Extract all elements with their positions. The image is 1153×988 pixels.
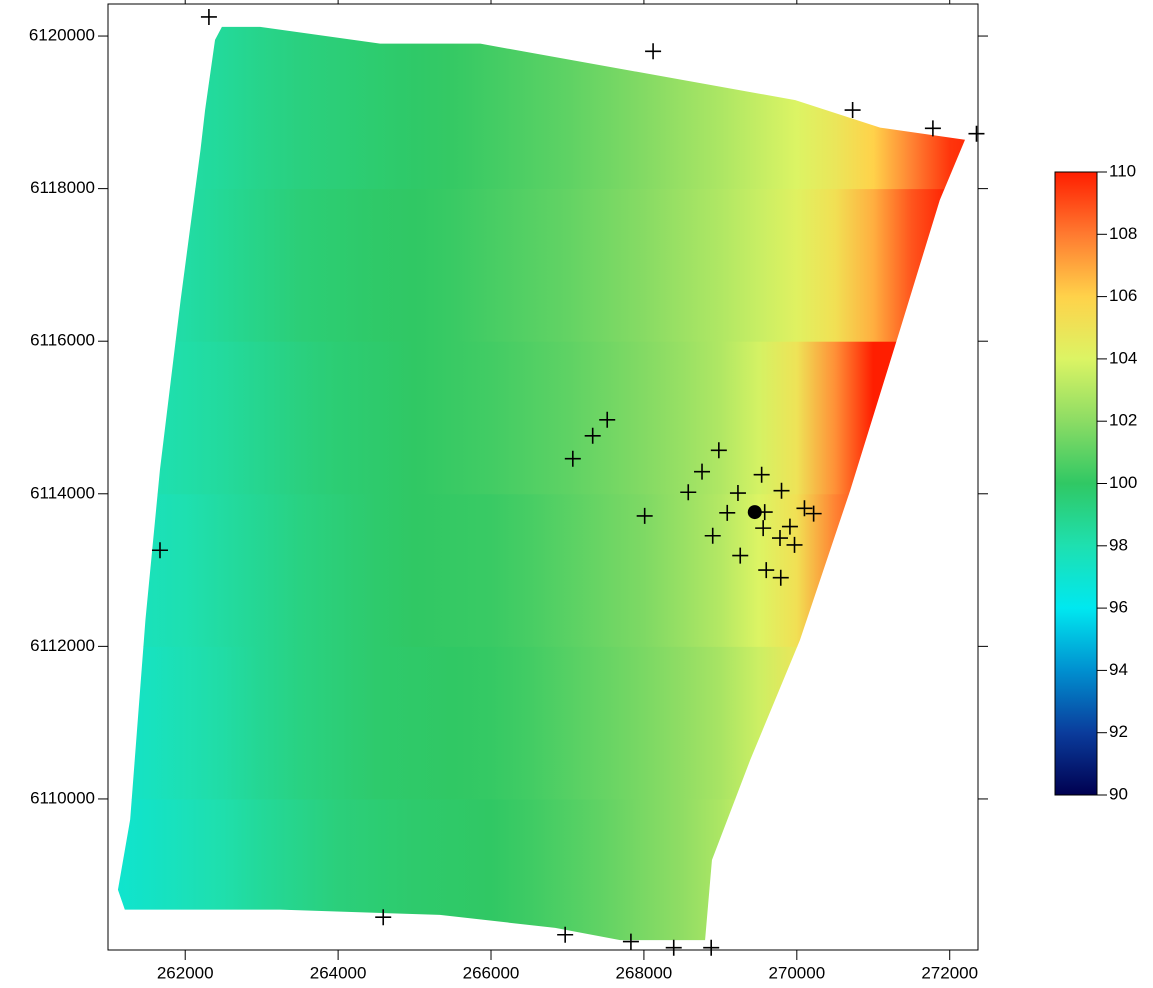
x-tick-label: 264000 bbox=[310, 963, 367, 982]
colorbar-tick-label: 108 bbox=[1109, 224, 1137, 243]
y-tick-label: 6110000 bbox=[30, 788, 95, 807]
y-tick-label: 6112000 bbox=[30, 636, 95, 655]
cross-marker bbox=[781, 518, 798, 535]
cross-marker bbox=[729, 485, 746, 502]
colorbar-tick-label: 102 bbox=[1109, 411, 1137, 430]
cross-marker bbox=[771, 530, 788, 547]
colorbar-tick-label: 90 bbox=[1109, 784, 1128, 803]
cross-marker bbox=[753, 466, 770, 483]
field-row bbox=[117, 646, 966, 800]
field bbox=[117, 26, 966, 941]
cross-marker bbox=[710, 442, 727, 459]
cross-marker bbox=[732, 547, 749, 564]
colorbar-tick-label: 104 bbox=[1109, 348, 1137, 367]
cross-marker bbox=[758, 562, 775, 579]
x-tick-label: 262000 bbox=[157, 963, 214, 982]
cross-marker bbox=[773, 482, 790, 499]
field-row bbox=[117, 26, 966, 190]
cross-marker bbox=[703, 939, 720, 956]
colorbar bbox=[1054, 171, 1098, 796]
field-row bbox=[117, 798, 966, 941]
field-row bbox=[117, 341, 966, 495]
cross-marker bbox=[796, 500, 813, 517]
cross-marker bbox=[665, 939, 682, 956]
colorbar-tick-label: 92 bbox=[1109, 722, 1128, 741]
cross-marker bbox=[636, 507, 653, 524]
x-tick-label: 272000 bbox=[921, 963, 978, 982]
field-row bbox=[117, 493, 966, 647]
cross-marker bbox=[772, 569, 789, 586]
cross-marker bbox=[622, 933, 639, 950]
cross-marker bbox=[645, 43, 662, 60]
cross-marker bbox=[844, 102, 861, 119]
cross-marker bbox=[557, 926, 574, 943]
y-tick-label: 6120000 bbox=[29, 26, 95, 45]
y-tick-label: 6116000 bbox=[30, 331, 95, 350]
cross-marker bbox=[719, 504, 736, 521]
field-row bbox=[117, 188, 966, 342]
cross-marker bbox=[805, 505, 822, 522]
cross-marker bbox=[200, 8, 217, 25]
colorbar-tick-label: 94 bbox=[1109, 660, 1128, 679]
highlight-point bbox=[747, 505, 762, 520]
y-tick-label: 6118000 bbox=[30, 178, 95, 197]
y-tick-label: 6114000 bbox=[30, 483, 95, 502]
colorbar-tick-label: 100 bbox=[1109, 473, 1137, 492]
x-tick-label: 266000 bbox=[463, 963, 520, 982]
cross-marker bbox=[564, 450, 581, 467]
colorbar-tick-label: 106 bbox=[1109, 286, 1137, 305]
cross-marker bbox=[599, 411, 616, 428]
cross-marker bbox=[968, 125, 985, 142]
plot-frame bbox=[107, 3, 979, 951]
x-tick-label: 270000 bbox=[768, 963, 825, 982]
colorbar-tick-label: 98 bbox=[1109, 535, 1128, 554]
cross-marker bbox=[786, 536, 803, 553]
cross-marker bbox=[680, 484, 697, 501]
cross-marker bbox=[704, 527, 721, 544]
colorbar-tick-label: 110 bbox=[1109, 161, 1136, 180]
cross-marker bbox=[755, 520, 772, 537]
cross-marker bbox=[584, 427, 601, 444]
cross-marker bbox=[375, 909, 392, 926]
colorbar-tick-label: 96 bbox=[1109, 598, 1128, 617]
cross-marker bbox=[151, 542, 168, 559]
cross-marker bbox=[924, 120, 941, 137]
cross-marker bbox=[694, 463, 711, 480]
x-tick-label: 268000 bbox=[616, 963, 673, 982]
